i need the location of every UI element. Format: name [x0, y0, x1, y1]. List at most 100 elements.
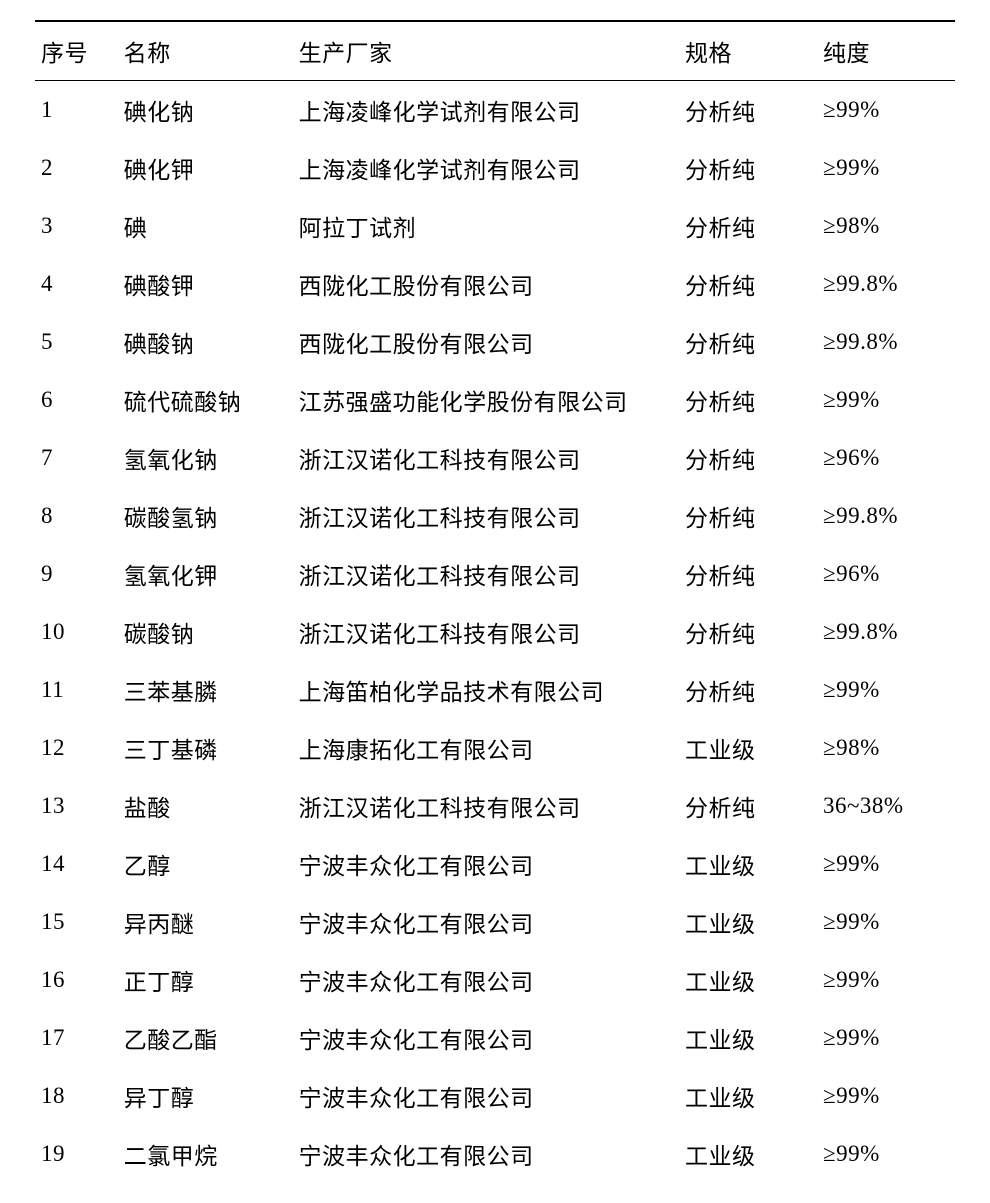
cell-spec: 分析纯 — [679, 487, 817, 545]
cell-purity: 36~38% — [817, 777, 955, 835]
cell-name: 碳酸钠 — [118, 603, 293, 661]
cell-spec: 工业级 — [679, 951, 817, 1009]
reagents-table: 序号 名称 生产厂家 规格 纯度 1碘化钠上海凌峰化学试剂有限公司分析纯≥99%… — [35, 20, 955, 1183]
cell-index: 13 — [35, 777, 118, 835]
col-header-manufacturer: 生产厂家 — [293, 21, 679, 81]
cell-name: 碘化钾 — [118, 139, 293, 197]
cell-manufacturer: 西陇化工股份有限公司 — [293, 255, 679, 313]
cell-spec: 工业级 — [679, 719, 817, 777]
cell-spec: 分析纯 — [679, 661, 817, 719]
cell-name: 乙酸乙酯 — [118, 1009, 293, 1067]
cell-purity: ≥96% — [817, 545, 955, 603]
cell-manufacturer: 西陇化工股份有限公司 — [293, 313, 679, 371]
cell-purity: ≥98% — [817, 197, 955, 255]
cell-spec: 工业级 — [679, 835, 817, 893]
cell-name: 氢氧化钾 — [118, 545, 293, 603]
table-row: 14乙醇宁波丰众化工有限公司工业级≥99% — [35, 835, 955, 893]
cell-index: 18 — [35, 1067, 118, 1125]
cell-spec: 分析纯 — [679, 603, 817, 661]
cell-name: 氢氧化钠 — [118, 429, 293, 487]
table-row: 16正丁醇宁波丰众化工有限公司工业级≥99% — [35, 951, 955, 1009]
cell-name: 碘 — [118, 197, 293, 255]
cell-purity: ≥99.8% — [817, 487, 955, 545]
cell-name: 碘化钠 — [118, 81, 293, 140]
cell-name: 异丙醚 — [118, 893, 293, 951]
cell-index: 17 — [35, 1009, 118, 1067]
cell-purity: ≥99% — [817, 1125, 955, 1183]
cell-spec: 分析纯 — [679, 139, 817, 197]
table-row: 15异丙醚宁波丰众化工有限公司工业级≥99% — [35, 893, 955, 951]
cell-manufacturer: 阿拉丁试剂 — [293, 197, 679, 255]
cell-index: 14 — [35, 835, 118, 893]
cell-purity: ≥99.8% — [817, 313, 955, 371]
cell-manufacturer: 宁波丰众化工有限公司 — [293, 893, 679, 951]
cell-index: 15 — [35, 893, 118, 951]
table-row: 6硫代硫酸钠江苏强盛功能化学股份有限公司分析纯≥99% — [35, 371, 955, 429]
cell-spec: 分析纯 — [679, 777, 817, 835]
table-row: 8碳酸氢钠浙江汉诺化工科技有限公司分析纯≥99.8% — [35, 487, 955, 545]
table-row: 12三丁基磷上海康拓化工有限公司工业级≥98% — [35, 719, 955, 777]
table-row: 2碘化钾上海凌峰化学试剂有限公司分析纯≥99% — [35, 139, 955, 197]
cell-manufacturer: 上海康拓化工有限公司 — [293, 719, 679, 777]
cell-spec: 分析纯 — [679, 545, 817, 603]
cell-purity: ≥99% — [817, 661, 955, 719]
table-row: 4碘酸钾西陇化工股份有限公司分析纯≥99.8% — [35, 255, 955, 313]
cell-manufacturer: 上海凌峰化学试剂有限公司 — [293, 81, 679, 140]
cell-index: 9 — [35, 545, 118, 603]
cell-index: 3 — [35, 197, 118, 255]
cell-purity: ≥99% — [817, 951, 955, 1009]
cell-manufacturer: 浙江汉诺化工科技有限公司 — [293, 777, 679, 835]
table-row: 19二氯甲烷宁波丰众化工有限公司工业级≥99% — [35, 1125, 955, 1183]
col-header-spec: 规格 — [679, 21, 817, 81]
cell-purity: ≥99.8% — [817, 603, 955, 661]
cell-spec: 分析纯 — [679, 371, 817, 429]
cell-manufacturer: 上海凌峰化学试剂有限公司 — [293, 139, 679, 197]
cell-index: 19 — [35, 1125, 118, 1183]
cell-index: 10 — [35, 603, 118, 661]
cell-spec: 工业级 — [679, 1067, 817, 1125]
cell-manufacturer: 宁波丰众化工有限公司 — [293, 951, 679, 1009]
cell-index: 4 — [35, 255, 118, 313]
cell-manufacturer: 上海笛柏化学品技术有限公司 — [293, 661, 679, 719]
cell-manufacturer: 浙江汉诺化工科技有限公司 — [293, 545, 679, 603]
cell-spec: 分析纯 — [679, 313, 817, 371]
cell-spec: 工业级 — [679, 893, 817, 951]
cell-manufacturer: 浙江汉诺化工科技有限公司 — [293, 487, 679, 545]
cell-manufacturer: 浙江汉诺化工科技有限公司 — [293, 603, 679, 661]
cell-name: 异丁醇 — [118, 1067, 293, 1125]
cell-name: 正丁醇 — [118, 951, 293, 1009]
table-row: 7氢氧化钠浙江汉诺化工科技有限公司分析纯≥96% — [35, 429, 955, 487]
cell-index: 1 — [35, 81, 118, 140]
table-row: 18异丁醇宁波丰众化工有限公司工业级≥99% — [35, 1067, 955, 1125]
cell-index: 5 — [35, 313, 118, 371]
cell-index: 8 — [35, 487, 118, 545]
table-row: 10碳酸钠浙江汉诺化工科技有限公司分析纯≥99.8% — [35, 603, 955, 661]
cell-name: 碘酸钾 — [118, 255, 293, 313]
table-header-row: 序号 名称 生产厂家 规格 纯度 — [35, 21, 955, 81]
cell-purity: ≥99% — [817, 371, 955, 429]
cell-name: 盐酸 — [118, 777, 293, 835]
cell-spec: 分析纯 — [679, 81, 817, 140]
cell-manufacturer: 宁波丰众化工有限公司 — [293, 1009, 679, 1067]
table-body: 1碘化钠上海凌峰化学试剂有限公司分析纯≥99%2碘化钾上海凌峰化学试剂有限公司分… — [35, 81, 955, 1184]
cell-manufacturer: 浙江汉诺化工科技有限公司 — [293, 429, 679, 487]
col-header-index: 序号 — [35, 21, 118, 81]
cell-spec: 工业级 — [679, 1009, 817, 1067]
cell-index: 11 — [35, 661, 118, 719]
cell-purity: ≥98% — [817, 719, 955, 777]
cell-name: 碳酸氢钠 — [118, 487, 293, 545]
col-header-purity: 纯度 — [817, 21, 955, 81]
table-row: 5碘酸钠西陇化工股份有限公司分析纯≥99.8% — [35, 313, 955, 371]
cell-index: 12 — [35, 719, 118, 777]
cell-name: 三丁基磷 — [118, 719, 293, 777]
cell-manufacturer: 江苏强盛功能化学股份有限公司 — [293, 371, 679, 429]
cell-purity: ≥99% — [817, 835, 955, 893]
cell-name: 硫代硫酸钠 — [118, 371, 293, 429]
cell-name: 三苯基膦 — [118, 661, 293, 719]
cell-manufacturer: 宁波丰众化工有限公司 — [293, 835, 679, 893]
cell-spec: 分析纯 — [679, 255, 817, 313]
cell-index: 7 — [35, 429, 118, 487]
cell-purity: ≥99% — [817, 139, 955, 197]
cell-name: 二氯甲烷 — [118, 1125, 293, 1183]
cell-manufacturer: 宁波丰众化工有限公司 — [293, 1067, 679, 1125]
